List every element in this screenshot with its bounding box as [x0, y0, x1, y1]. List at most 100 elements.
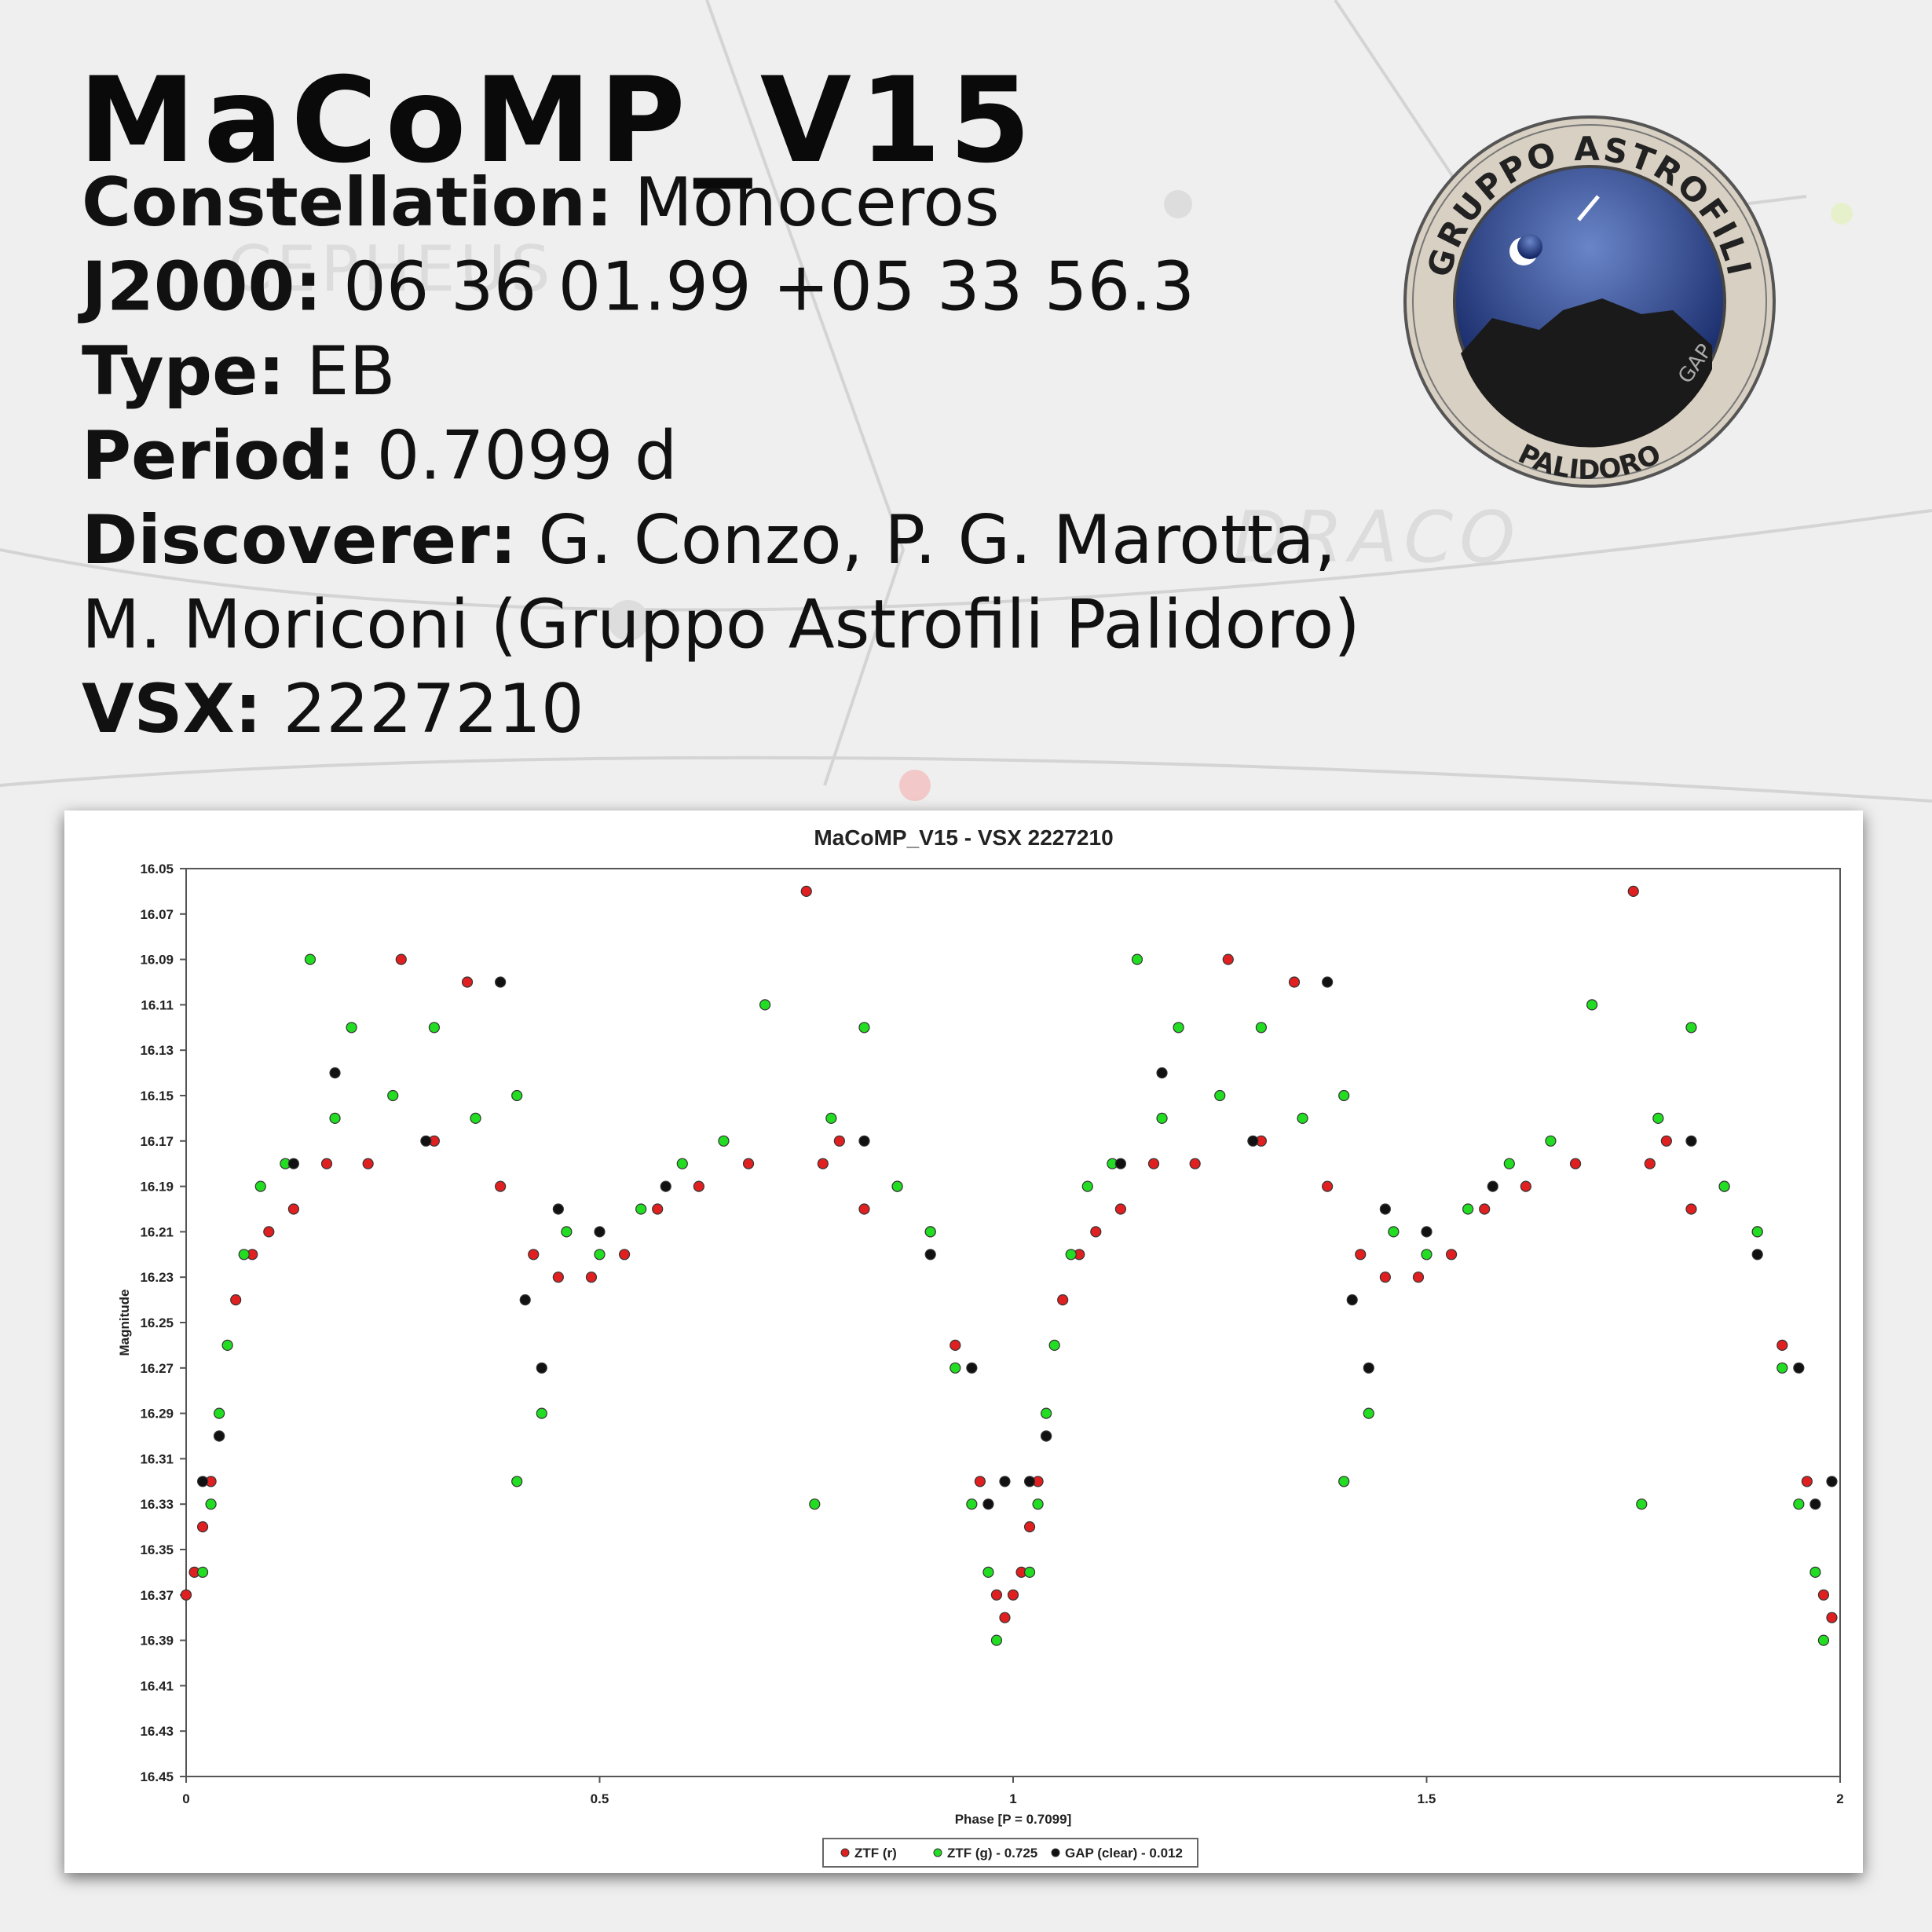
info-line: Period: 0.7099 d — [82, 417, 677, 496]
data-point — [1652, 1112, 1664, 1125]
data-point — [809, 1498, 821, 1510]
data-point — [1412, 1272, 1425, 1283]
data-point — [1776, 1362, 1788, 1374]
info-value: 0.7099 d — [377, 417, 678, 496]
data-point — [966, 1362, 978, 1374]
y-tick-label: 16.09 — [140, 953, 174, 968]
data-point — [1114, 1203, 1126, 1215]
data-point — [536, 1407, 547, 1419]
data-point — [1751, 1249, 1763, 1261]
data-point — [1636, 1498, 1648, 1510]
data-point — [950, 1339, 961, 1352]
data-point — [1462, 1203, 1474, 1215]
data-point — [1041, 1407, 1052, 1419]
data-point — [536, 1362, 547, 1374]
data-point — [329, 1112, 341, 1125]
data-point — [833, 1135, 845, 1147]
data-point — [1346, 1293, 1358, 1306]
data-point — [1322, 976, 1334, 988]
data-point — [214, 1407, 225, 1419]
y-tick-label: 16.15 — [140, 1089, 174, 1103]
data-point — [652, 1203, 664, 1215]
data-point — [1776, 1339, 1788, 1352]
data-point — [387, 1089, 399, 1102]
legend-marker — [1051, 1848, 1060, 1857]
data-point — [1421, 1249, 1433, 1261]
data-point — [635, 1203, 647, 1215]
data-point — [1156, 1112, 1168, 1125]
data-point — [1388, 1226, 1400, 1238]
data-point — [594, 1249, 606, 1261]
legend-label: ZTF (r) — [854, 1846, 897, 1861]
data-point — [346, 1022, 357, 1034]
data-point — [999, 1612, 1011, 1623]
info-label: Period: — [82, 417, 355, 496]
data-point — [320, 1158, 333, 1169]
y-tick-label: 16.07 — [140, 907, 174, 922]
y-tick-label: 16.31 — [140, 1451, 174, 1466]
data-point — [1445, 1249, 1458, 1261]
data-point — [519, 1293, 531, 1306]
y-tick-label: 16.41 — [140, 1678, 174, 1693]
y-tick-label: 16.25 — [140, 1315, 174, 1330]
data-point — [742, 1158, 755, 1169]
data-point — [1156, 1067, 1168, 1079]
data-point — [759, 999, 771, 1011]
data-point — [1007, 1589, 1019, 1601]
info-value: G. Conzo, P. G. Marotta, — [538, 501, 1336, 580]
data-point — [1685, 1022, 1697, 1034]
data-point — [1041, 1430, 1052, 1442]
data-point — [561, 1226, 573, 1238]
data-point — [1363, 1362, 1374, 1374]
data-point — [1660, 1135, 1672, 1147]
data-point — [1147, 1158, 1160, 1169]
data-point — [1255, 1022, 1268, 1034]
data-point — [817, 1158, 829, 1169]
data-point — [990, 1634, 1003, 1646]
data-point — [1288, 976, 1301, 988]
data-point — [1090, 1226, 1102, 1238]
data-point — [230, 1293, 242, 1306]
data-point — [660, 1180, 671, 1192]
info-value: Monoceros — [635, 163, 1000, 242]
data-point — [1479, 1203, 1491, 1215]
data-point — [1338, 1476, 1350, 1487]
data-point — [1644, 1158, 1656, 1169]
data-point — [1809, 1498, 1821, 1510]
data-point — [1032, 1498, 1044, 1510]
legend-box — [822, 1838, 1198, 1868]
data-point — [511, 1476, 523, 1487]
logo: GRUPPO ASTROFILI PALIDORO GAP — [1403, 115, 1776, 488]
data-point — [1793, 1498, 1805, 1510]
info-line: Discoverer: G. Conzo, P. G. Marotta, — [82, 501, 1336, 580]
data-point — [1222, 953, 1234, 965]
data-point — [1023, 1476, 1036, 1487]
data-point — [1173, 1022, 1184, 1034]
data-point — [858, 1022, 870, 1034]
data-point — [1809, 1566, 1821, 1579]
data-point — [858, 1135, 870, 1147]
data-point — [395, 953, 407, 965]
data-point — [982, 1566, 994, 1579]
data-point — [1487, 1180, 1498, 1192]
data-point — [1586, 999, 1598, 1011]
x-tick-label: 1 — [1009, 1791, 1016, 1806]
data-point — [1817, 1634, 1830, 1646]
data-point — [196, 1566, 209, 1579]
y-tick-label: 16.05 — [140, 862, 174, 876]
data-point — [214, 1430, 225, 1442]
data-point — [1545, 1135, 1557, 1147]
data-point — [1322, 1180, 1334, 1192]
legend-label: ZTF (g) - 0.725 — [947, 1846, 1037, 1861]
chart-panel — [64, 810, 1863, 1873]
info-label: J2000: — [78, 248, 322, 327]
data-point — [180, 1589, 192, 1601]
data-point — [1057, 1293, 1069, 1306]
info-value: EB — [306, 332, 395, 411]
info-line: VSX: 2227210 — [82, 670, 584, 748]
info-label: Constellation: — [82, 163, 613, 242]
data-point — [924, 1226, 936, 1238]
data-point — [495, 976, 507, 988]
y-tick-label: 16.35 — [140, 1542, 174, 1557]
